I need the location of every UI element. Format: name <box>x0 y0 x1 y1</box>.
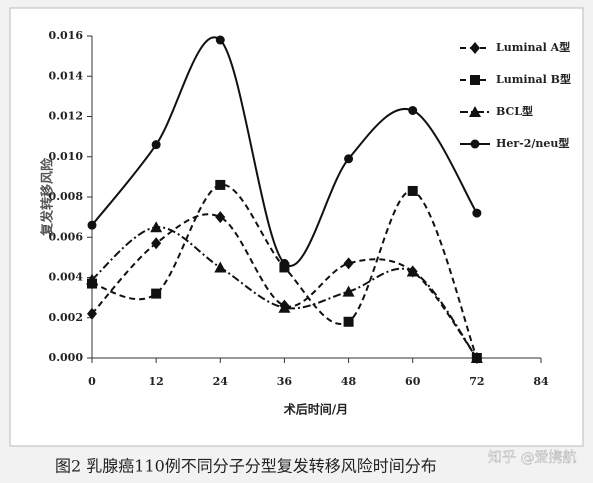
data-point <box>407 185 418 196</box>
data-point <box>150 221 163 233</box>
legend-label: Her-2/neu型 <box>496 136 569 150</box>
data-point <box>470 352 483 363</box>
x-axis-label: 术后时间/月 <box>283 402 348 417</box>
y-axis-label: 复发转移风险 <box>40 157 56 237</box>
legend-label: BCL型 <box>496 104 533 118</box>
x-tick-label: 36 <box>277 375 293 388</box>
data-point <box>86 273 98 285</box>
legend-marker <box>470 139 480 149</box>
legend-label: Luminal B型 <box>496 72 571 86</box>
x-tick-label: 24 <box>213 375 229 388</box>
data-point <box>87 220 97 230</box>
x-tick-label: 72 <box>469 375 484 388</box>
y-tick-label: 0.012 <box>49 110 83 123</box>
legend-marker <box>470 42 480 54</box>
x-tick-label: 84 <box>533 375 549 388</box>
data-point <box>151 140 161 150</box>
x-tick-label: 60 <box>405 375 421 388</box>
legend-marker <box>470 75 480 85</box>
legend-label: Luminal A型 <box>496 40 570 54</box>
data-point <box>408 105 418 115</box>
data-point <box>472 208 482 218</box>
x-tick-label: 0 <box>88 375 96 388</box>
data-point <box>215 35 225 45</box>
y-tick-label: 0.010 <box>49 150 84 163</box>
data-point <box>214 261 227 273</box>
y-tick-label: 0.002 <box>49 311 83 324</box>
data-point <box>278 301 291 313</box>
legend-marker <box>469 106 481 117</box>
series-line <box>91 183 478 359</box>
y-tick-label: 0.008 <box>49 190 84 203</box>
data-point <box>215 211 226 224</box>
data-point <box>215 179 226 190</box>
x-tick-label: 48 <box>341 375 357 388</box>
data-point <box>151 237 162 250</box>
watermark: 知乎 @爱携航 <box>488 449 576 466</box>
data-point <box>344 154 354 164</box>
caption: 图2 乳腺癌110例不同分子分型复发转移风险时间分布 <box>55 457 437 476</box>
data-point <box>342 285 355 297</box>
data-point <box>343 316 354 327</box>
y-tick-label: 0.000 <box>49 351 84 364</box>
y-tick-label: 0.014 <box>49 69 84 82</box>
chart-panel <box>9 7 584 447</box>
y-tick-label: 0.016 <box>49 29 84 42</box>
y-tick-label: 0.006 <box>49 230 84 243</box>
y-tick-label: 0.004 <box>49 271 84 284</box>
data-point <box>279 258 289 268</box>
data-point <box>87 307 97 320</box>
x-tick-label: 12 <box>148 375 163 388</box>
data-point <box>151 288 162 299</box>
data-point <box>343 257 354 270</box>
data-point <box>406 265 419 277</box>
